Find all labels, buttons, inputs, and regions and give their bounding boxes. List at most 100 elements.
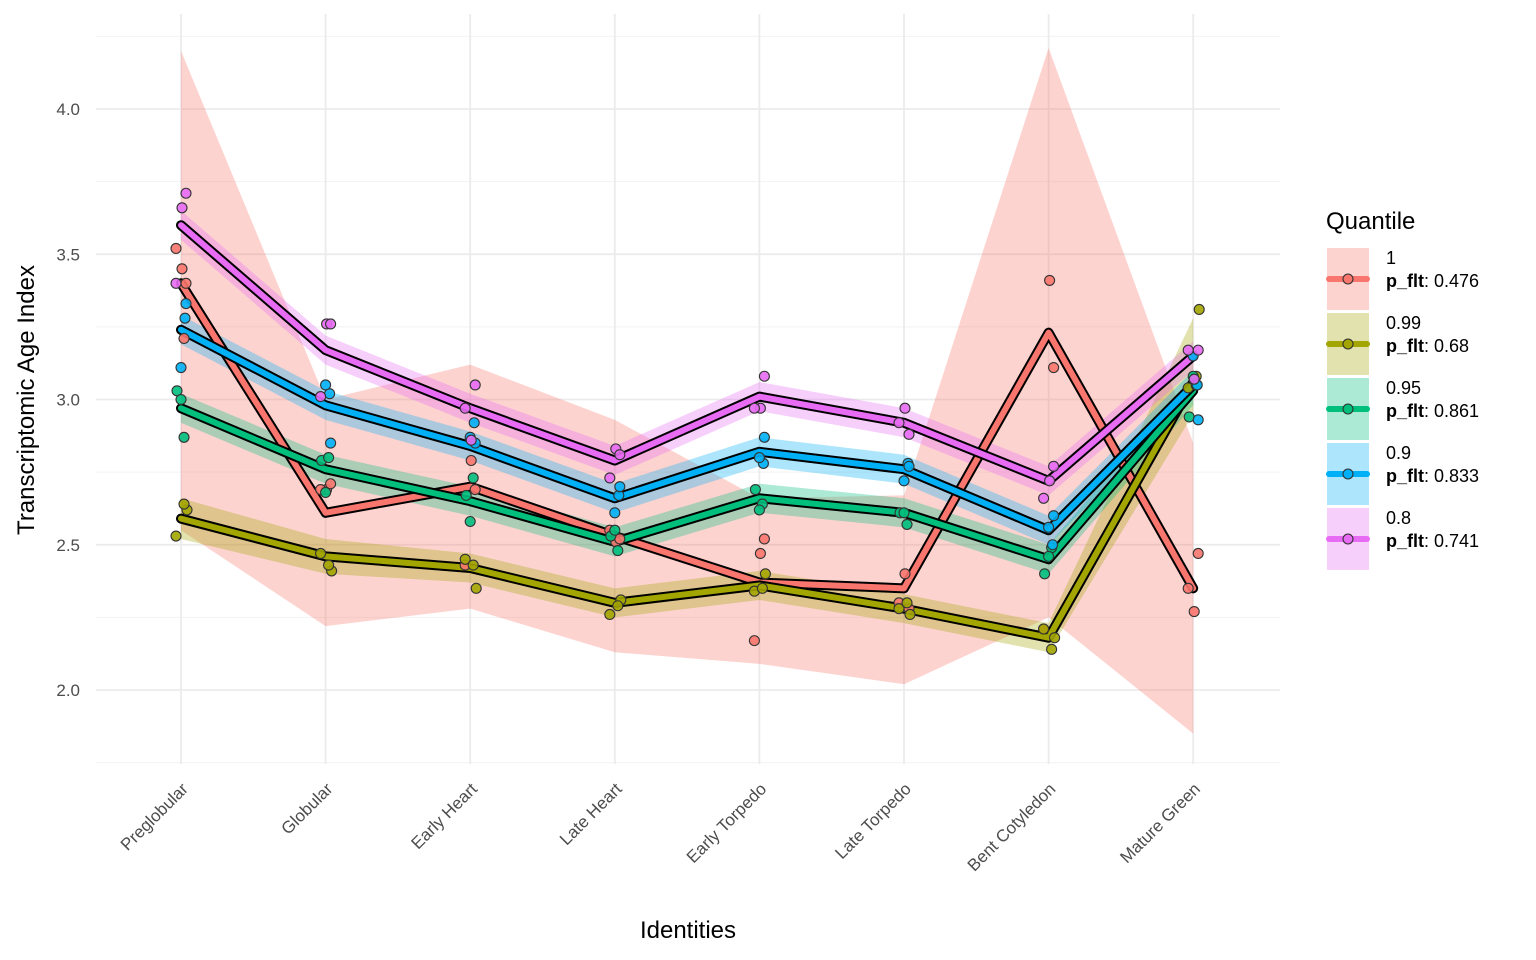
x-tick-label: Mature Green — [1116, 779, 1204, 867]
data-point — [459, 553, 471, 565]
data-point — [180, 187, 192, 199]
legend-stat: p_flt: 0.476 — [1386, 271, 1479, 291]
data-point — [612, 545, 624, 557]
data-point — [1038, 623, 1050, 635]
data-point — [325, 478, 337, 490]
data-point — [756, 582, 768, 594]
legend-entry-0.95: 0.95 p_flt: 0.861 — [1326, 378, 1479, 440]
data-point — [753, 452, 765, 464]
data-point — [1188, 606, 1200, 618]
legend-stat: p_flt: 0.741 — [1386, 531, 1479, 551]
legend-label: 0.8 — [1386, 508, 1411, 528]
data-point — [325, 318, 337, 330]
data-point — [1043, 550, 1055, 562]
series-lines — [176, 220, 1199, 643]
data-point — [1192, 344, 1204, 356]
data-point — [758, 431, 770, 443]
data-point — [315, 391, 327, 403]
data-point — [178, 498, 190, 510]
legend-key-point — [1342, 533, 1354, 545]
legend-entry-0.8: 0.8 p_flt: 0.741 — [1326, 508, 1479, 570]
data-point — [465, 454, 477, 467]
legend-stat: p_flt: 0.68 — [1386, 336, 1469, 356]
x-tick-label: Late Heart — [556, 779, 626, 849]
data-point — [1192, 414, 1204, 426]
data-point — [470, 582, 482, 594]
data-point — [1048, 460, 1060, 472]
data-point — [748, 635, 760, 647]
data-point — [754, 547, 766, 560]
legend-key-point — [1342, 403, 1354, 415]
legend-key-point — [1342, 468, 1354, 480]
data-point — [1182, 582, 1194, 594]
x-axis-title: Identities — [640, 917, 736, 944]
data-point — [748, 402, 760, 414]
data-point — [604, 472, 616, 484]
data-point — [898, 475, 910, 487]
data-point — [901, 518, 913, 530]
data-point — [459, 402, 471, 414]
data-point — [899, 568, 911, 580]
data-point — [465, 434, 477, 446]
legend-key-point — [1342, 273, 1354, 285]
legend: Quantile 1 p_flt: 0.476 0.99 p_flt: 0.68 0.9… — [1326, 208, 1479, 570]
data-point — [179, 312, 191, 324]
legend-title: Quantile — [1326, 208, 1415, 235]
data-point — [1043, 521, 1055, 533]
data-point — [1049, 632, 1061, 644]
legend-label: 1 — [1386, 248, 1396, 268]
legend-stat: p_flt: 0.861 — [1386, 401, 1479, 421]
data-point — [609, 524, 621, 536]
series-line-0.8 — [178, 222, 1197, 484]
data-point — [903, 460, 915, 472]
data-point — [170, 242, 182, 254]
y-tick-label: 2.0 — [56, 681, 80, 700]
data-point — [460, 489, 472, 501]
data-point — [749, 484, 761, 496]
data-point — [1044, 475, 1056, 487]
data-point — [901, 597, 913, 609]
y-tick-label: 2.5 — [56, 536, 80, 555]
data-point — [467, 559, 479, 571]
data-point — [1047, 539, 1059, 551]
y-tick-label: 4.0 — [56, 100, 80, 119]
data-points — [170, 187, 1205, 655]
legend-label: 0.99 — [1386, 313, 1421, 333]
legend-entry-1: 1 p_flt: 0.476 — [1326, 248, 1479, 310]
y-tick-label: 3.0 — [56, 391, 80, 410]
data-point — [614, 481, 626, 493]
x-tick-label: Early Heart — [407, 779, 481, 853]
y-axis-title: Transcriptomic Age Index — [13, 265, 40, 535]
data-point — [753, 504, 765, 516]
y-axis-ticks: 2.0 2.5 3.0 3.5 4.0 — [56, 100, 80, 700]
data-point — [323, 452, 335, 464]
data-point — [1192, 547, 1204, 560]
series-line-1 — [178, 280, 1197, 592]
x-tick-label: Late Torpedo — [831, 779, 914, 862]
data-point — [758, 370, 770, 382]
data-point — [469, 379, 481, 391]
data-point — [464, 515, 476, 528]
data-point — [1048, 361, 1060, 374]
data-point — [893, 417, 905, 429]
data-point — [609, 507, 621, 519]
data-point — [468, 417, 480, 429]
data-point — [1188, 373, 1200, 385]
legend-entry-0.9: 0.9 p_flt: 0.833 — [1326, 443, 1479, 505]
x-axis-ticks: Preglobular Globular Early Heart Late Heart… — [117, 779, 1204, 875]
data-point — [178, 431, 190, 443]
data-point — [325, 437, 337, 449]
data-point — [170, 530, 182, 542]
data-point — [1039, 568, 1051, 580]
data-point — [315, 547, 327, 560]
data-point — [612, 600, 624, 612]
data-point — [469, 484, 481, 496]
x-tick-label: Preglobular — [117, 779, 192, 854]
data-point — [176, 263, 188, 275]
legend-stat: p_flt: 0.833 — [1386, 466, 1479, 486]
data-point — [176, 202, 188, 214]
data-point — [1182, 344, 1194, 356]
data-point — [467, 472, 479, 484]
series-line-0.95 — [178, 387, 1197, 563]
